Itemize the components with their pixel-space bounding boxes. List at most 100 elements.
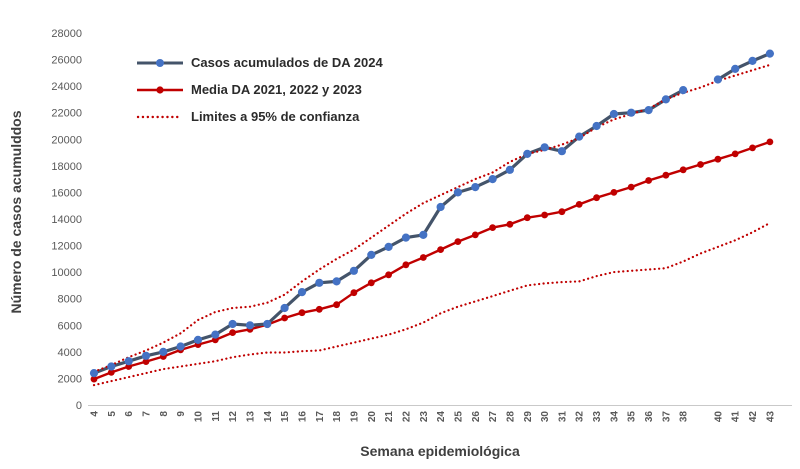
series-media-marker — [697, 161, 704, 168]
x-tick-label: 22 — [401, 411, 412, 423]
x-tick-label: 37 — [661, 411, 672, 423]
series-media-line — [93, 140, 771, 381]
x-tick-label: 5 — [107, 411, 118, 417]
series-casos-2024-marker — [575, 132, 584, 141]
y-tick-label: 22000 — [51, 108, 82, 120]
x-tick-label: 25 — [453, 411, 464, 423]
series-casos-2024-marker — [193, 335, 203, 344]
series-media-marker — [229, 329, 237, 336]
legend-label-media: Media DA 2021, 2022 y 2023 — [191, 82, 362, 97]
series-media-marker — [506, 220, 514, 228]
series-media-marker — [575, 201, 583, 208]
series-media-marker — [419, 254, 427, 261]
series-media-marker — [645, 177, 652, 184]
x-tick-label: 10 — [193, 411, 204, 423]
series-casos-2024-marker — [141, 351, 151, 360]
legend: Casos acumulados de DA 2024 Media DA 202… — [136, 49, 383, 130]
blue-line-marker-icon — [137, 58, 183, 67]
series-casos-2024-marker — [523, 149, 532, 158]
series-casos-2024-marker — [124, 357, 133, 366]
series-casos-2024-marker — [211, 330, 220, 339]
series-media-marker — [679, 166, 687, 174]
x-tick-label: 16 — [297, 411, 308, 423]
series-casos-2024-marker — [384, 242, 393, 251]
x-tick-label: 32 — [575, 411, 586, 423]
x-tick-label: 36 — [644, 411, 655, 423]
x-tick-label: 42 — [748, 411, 759, 423]
series-casos-2024-marker — [592, 121, 601, 131]
series-media-marker — [766, 138, 774, 146]
series-casos-2024-marker — [419, 230, 428, 239]
x-tick-label: 7 — [141, 411, 152, 417]
series-casos-2024-marker — [609, 109, 619, 119]
series-media-marker — [385, 271, 392, 279]
y-tick-label: 14000 — [51, 214, 82, 226]
series-media-marker — [558, 208, 566, 216]
series-casos-2024-marker — [159, 347, 168, 356]
x-axis-title: Semana epidemiológica — [360, 443, 520, 459]
y-tick-label: 12000 — [51, 241, 82, 253]
x-tick-label: 18 — [332, 411, 343, 423]
series-casos-2024-marker — [557, 147, 567, 156]
series-casos-2024-marker — [644, 106, 653, 115]
series-casos-2024-marker — [540, 143, 549, 152]
x-tick-label: 40 — [713, 411, 724, 423]
series-limite-inferior-line — [92, 221, 772, 387]
series-casos-2024-marker — [765, 49, 775, 58]
series-media-marker — [593, 194, 600, 202]
x-tick-label: 35 — [627, 411, 638, 423]
series-casos-2024-marker — [332, 277, 341, 286]
x-tick-label: 31 — [557, 411, 568, 423]
y-tick-label: 24000 — [51, 81, 82, 93]
series-media-marker — [749, 144, 756, 152]
x-tick-label: 41 — [731, 411, 742, 423]
series-casos-2024-marker — [89, 369, 99, 378]
series-media-marker — [489, 224, 496, 232]
x-tick-label: 9 — [176, 411, 187, 417]
series-casos-2024-marker — [401, 233, 410, 242]
y-tick-label: 28000 — [51, 28, 82, 40]
series-casos-2024-marker — [731, 64, 740, 73]
x-tick-label: 21 — [384, 411, 395, 423]
x-tick-label: 6 — [124, 411, 135, 417]
y-tick-label: 16000 — [51, 187, 82, 199]
y-tick-label: 4000 — [58, 347, 82, 359]
x-tick-label: 14 — [263, 411, 274, 423]
series-media-marker — [142, 358, 150, 365]
x-tick-label: 43 — [765, 411, 776, 423]
series-casos-2024-marker — [661, 95, 671, 104]
series-limite-superior-line — [92, 63, 772, 373]
series-media-marker — [333, 301, 340, 309]
series-media-marker — [454, 238, 462, 246]
series-casos-2024-marker — [107, 362, 116, 371]
series-casos-2024-marker — [713, 75, 723, 84]
series-media-marker — [90, 375, 98, 383]
series-media-marker — [402, 261, 410, 269]
red-line-marker-icon — [137, 85, 183, 94]
x-tick-label: 30 — [540, 411, 551, 423]
y-tick-label: 10000 — [51, 267, 82, 279]
legend-label-limites: Limites a 95% de confianza — [191, 109, 360, 124]
x-tick-label: 23 — [419, 411, 430, 423]
series-casos-2024-marker — [367, 250, 376, 259]
series-media-marker — [437, 246, 444, 254]
x-tick-label: 28 — [505, 411, 516, 423]
y-tick-label: 0 — [76, 400, 82, 412]
series-media-marker — [281, 314, 288, 322]
x-tick-label: 4 — [90, 411, 101, 417]
x-tick-label: 19 — [349, 411, 360, 423]
series-casos-2024-marker — [453, 188, 462, 197]
x-tick-label: 27 — [488, 411, 499, 423]
series-casos-2024-marker — [679, 86, 688, 95]
x-tick-label: 33 — [592, 411, 603, 423]
series-media-marker — [298, 309, 306, 317]
series-media-marker — [627, 183, 635, 191]
y-tick-label: 18000 — [51, 161, 82, 173]
legend-item-media: Media DA 2021, 2022 y 2023 — [136, 76, 383, 103]
y-tick-label: 26000 — [51, 55, 82, 67]
x-tick-label: 12 — [228, 411, 239, 423]
x-tick-label: 13 — [245, 411, 256, 423]
series-media-marker — [107, 369, 115, 376]
